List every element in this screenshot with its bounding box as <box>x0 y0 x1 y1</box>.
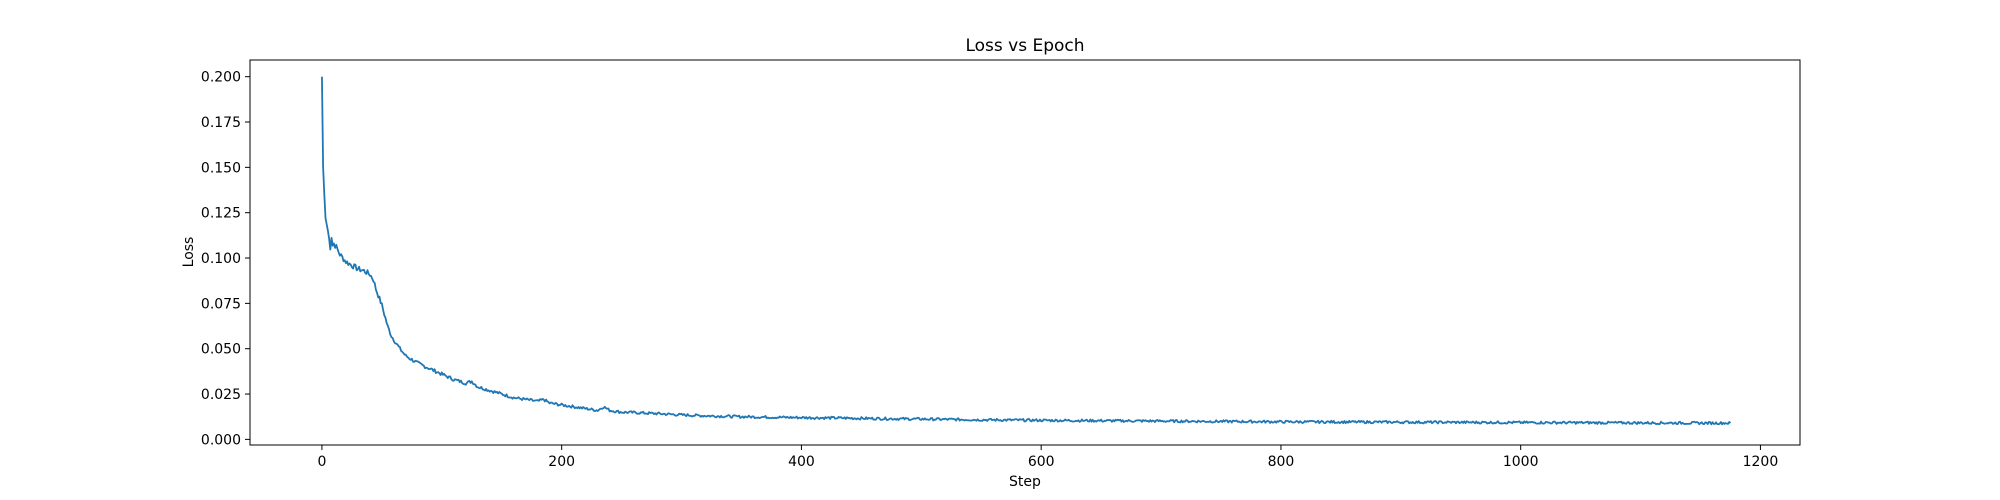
y-tick-label: 0.125 <box>201 206 241 222</box>
x-tick-label: 400 <box>788 454 815 470</box>
x-tick-label: 1200 <box>1743 454 1779 470</box>
x-axis-label: Step <box>1009 474 1041 490</box>
y-tick-label: 0.100 <box>201 251 241 267</box>
y-tick-label: 0.200 <box>201 70 241 86</box>
x-tick-label: 1000 <box>1503 454 1539 470</box>
x-axis-ticks: 0 200 400 600 800 1000 1200 <box>317 445 1778 470</box>
series-layer <box>321 76 1732 426</box>
series-line-0 <box>321 76 1732 426</box>
y-axis-label: Loss <box>181 237 197 268</box>
chart-title: Loss vs Epoch <box>965 36 1084 56</box>
y-tick-label: 0.025 <box>201 387 241 403</box>
y-tick-label: 0.175 <box>201 115 241 131</box>
x-tick-label: 800 <box>1268 454 1295 470</box>
plot-frame <box>249 59 1801 446</box>
y-tick-label: 0.000 <box>201 432 241 448</box>
y-tick-label: 0.150 <box>201 160 241 176</box>
y-tick-label: 0.075 <box>201 296 241 312</box>
y-tick-label: 0.050 <box>201 342 241 358</box>
x-tick-label: 200 <box>548 454 575 470</box>
x-tick-label: 0 <box>317 454 326 470</box>
x-tick-label: 600 <box>1028 454 1055 470</box>
y-axis-ticks: 0.000 0.025 0.050 0.075 0.100 0.125 0.150 0.175… <box>201 70 250 448</box>
